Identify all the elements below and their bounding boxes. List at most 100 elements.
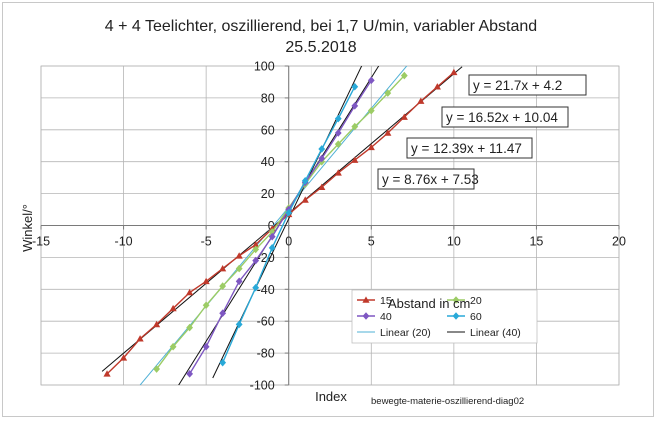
chart-frame: 4 + 4 Teelichter, oszillierend, bei 1,7 … xyxy=(2,2,654,417)
y-tick-label: 80 xyxy=(261,91,275,105)
data-point xyxy=(103,370,111,377)
data-point xyxy=(351,102,359,110)
y-axis-label: Winkel/° xyxy=(20,204,35,252)
data-point xyxy=(318,145,326,153)
legend-marker xyxy=(362,312,370,320)
x-tick-label: -15 xyxy=(32,235,50,249)
equation-label: y = 8.76x + 7.53 xyxy=(382,172,479,187)
x-tick-label: -5 xyxy=(201,235,212,249)
y-tick-label: 20 xyxy=(261,187,275,201)
data-point xyxy=(351,156,359,163)
legend-marker xyxy=(452,296,460,304)
legend-label: 60 xyxy=(470,311,482,323)
data-point xyxy=(219,264,227,272)
data-point xyxy=(334,140,342,148)
data-point xyxy=(169,342,177,351)
data-point xyxy=(119,354,128,361)
x-tick-label: 15 xyxy=(529,235,543,249)
data-point xyxy=(202,277,210,285)
x-tick-label: 20 xyxy=(612,235,626,249)
data-point xyxy=(301,196,309,203)
x-tick-label: -10 xyxy=(115,235,133,249)
equation-label: y = 12.39x + 11.47 xyxy=(411,141,522,156)
equation-label: y = 21.7x + 4.2 xyxy=(473,78,562,93)
data-point xyxy=(367,106,375,115)
equation-box xyxy=(406,137,533,159)
data-point xyxy=(186,288,194,296)
data-point xyxy=(268,244,276,252)
data-point xyxy=(153,320,161,328)
data-point xyxy=(285,208,293,217)
legend-marker xyxy=(452,312,460,320)
data-point xyxy=(235,277,243,286)
axes xyxy=(40,65,620,386)
series-line-20 xyxy=(156,75,405,370)
equation-box xyxy=(441,106,569,128)
data-point xyxy=(450,68,458,76)
x-tick-label: 0 xyxy=(285,235,292,249)
y-tick-label: -80 xyxy=(257,347,275,361)
data-point xyxy=(367,76,375,85)
data-point xyxy=(384,129,392,136)
series-60 xyxy=(219,82,359,367)
data-point xyxy=(136,335,144,342)
data-point xyxy=(186,370,194,378)
data-point xyxy=(219,358,227,367)
tick-labels: -15 -10 -5 0 5 10 15 20-100-80-60-40-2002040608… xyxy=(32,60,626,393)
chart-subtitle: 25.5.2018 xyxy=(285,39,356,56)
chart-svg: 4 + 4 Teelichter, oszillierend, bei 1,7 … xyxy=(20,18,626,407)
data-point xyxy=(351,82,359,91)
data-point xyxy=(219,309,227,318)
bottom-label: Index xyxy=(315,389,347,404)
legend-marker xyxy=(362,296,370,303)
data-point xyxy=(384,89,392,97)
y-tick-label: 100 xyxy=(254,60,275,74)
data-point xyxy=(235,320,243,329)
series-40 xyxy=(186,76,375,378)
x-tick-label: 10 xyxy=(447,235,461,249)
x-axis-label: Abstand in cm xyxy=(388,296,470,311)
data-point xyxy=(400,71,408,80)
legend-label: 20 xyxy=(470,295,482,307)
data-point xyxy=(169,304,177,312)
y-tick-label: -40 xyxy=(257,283,275,297)
equations: y = 21.7x + 4.2 y = 16.52x + 10.04 y = 12.… xyxy=(377,74,587,190)
equation-box xyxy=(468,74,587,96)
data-point xyxy=(334,114,342,123)
data-point xyxy=(367,143,375,151)
y-tick-label: -60 xyxy=(257,315,275,329)
data-point xyxy=(400,113,408,120)
data-point xyxy=(235,264,243,273)
legend-trend-label: Linear (20) xyxy=(380,327,431,339)
data-point xyxy=(202,342,210,351)
data-point xyxy=(153,365,160,373)
series-line-15 xyxy=(106,71,455,375)
data-point xyxy=(219,282,227,290)
data-point xyxy=(351,122,359,131)
x-tick-label: 5 xyxy=(368,235,375,249)
equation-label: y = 16.52x + 10.04 xyxy=(446,110,558,125)
legend: 15 20 40 60 Linear (20) Linear (40) xyxy=(351,289,538,344)
legend-label: 15 xyxy=(380,295,392,307)
legend-box xyxy=(351,289,538,344)
data-point xyxy=(301,177,309,185)
data-point xyxy=(235,252,243,259)
data-point xyxy=(252,256,260,265)
data-points xyxy=(103,68,458,378)
y-tick-label: 60 xyxy=(261,123,275,137)
data-point xyxy=(318,183,326,191)
data-point xyxy=(252,245,260,254)
footer-text: bewegte-materie-oszillierend-diag02 xyxy=(371,396,524,407)
data-point xyxy=(252,241,260,248)
legend-trend-label: Linear (40) xyxy=(470,327,521,339)
chart-title: 4 + 4 Teelichter, oszillierend, bei 1,7 … xyxy=(105,18,537,35)
legend-label: 40 xyxy=(380,311,392,323)
data-point xyxy=(202,301,210,310)
data-point xyxy=(252,283,260,292)
data-point xyxy=(417,97,425,104)
data-point xyxy=(433,83,441,90)
series-line-40 xyxy=(189,79,372,375)
y-tick-label: -100 xyxy=(250,379,275,393)
data-point xyxy=(186,323,194,332)
equation-box xyxy=(377,168,475,190)
